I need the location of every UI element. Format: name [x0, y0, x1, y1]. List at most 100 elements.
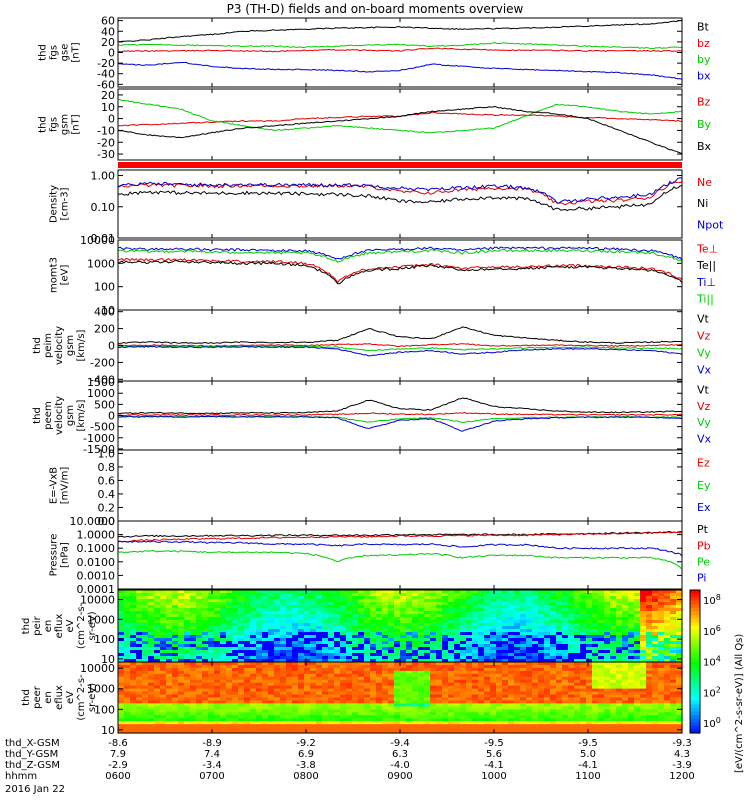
- ephemeris-value: 5.0: [580, 749, 596, 760]
- y-axis-label: fgs: [49, 45, 60, 60]
- chart-title: P3 (TH-D) fields and on-board moments ov…: [227, 2, 524, 16]
- ephemeris-value: 5.6: [486, 749, 502, 760]
- colorbar-cell: [690, 690, 700, 694]
- y-axis-label: thd: [21, 689, 32, 706]
- panel-mom-temp: [118, 240, 682, 310]
- y-axis-label: gse: [60, 44, 71, 62]
- legend-entry: Vy: [697, 416, 711, 429]
- legend-entry: bx: [697, 70, 711, 83]
- panel-density: [118, 170, 682, 238]
- series-line-fgs-gse-0: [118, 20, 682, 41]
- panel-efield: [118, 450, 682, 521]
- spectrogram-peer-spec: [118, 662, 683, 734]
- legend-entry: Vt: [697, 313, 710, 326]
- y-axis-label: [nPa]: [60, 542, 71, 568]
- y-tick-label: 10: [101, 724, 115, 737]
- colorbar-cell: [690, 594, 700, 598]
- y-tick-label: 100: [94, 281, 115, 294]
- legend-entry: Pb: [697, 539, 711, 552]
- colorbar-cell: [690, 726, 700, 730]
- y-tick-label: 0.10: [91, 201, 116, 214]
- colorbar-tick-label: 104: [703, 655, 721, 669]
- colorbar-cell: [690, 722, 700, 726]
- colorbar-tick-exponent: 0: [716, 716, 721, 725]
- y-tick-label: 0: [108, 340, 115, 353]
- legend-entry: By: [697, 118, 712, 131]
- legend-entry: by: [697, 53, 711, 66]
- y-axis-label: gsm: [60, 114, 71, 135]
- ephemeris-value: -9.4: [390, 738, 410, 749]
- y-tick-label: 1.00: [91, 170, 116, 183]
- colorbar-label: [eV/(cm^2-s-sr-eV)] (All Qs): [734, 634, 745, 773]
- y-axis-label: E=-VxB: [49, 467, 60, 504]
- legend-entry: Ey: [697, 479, 711, 492]
- series-line-mom-temp-2: [118, 247, 682, 261]
- y-axis-label: [cm-3]: [60, 187, 71, 220]
- panel-frame: [118, 18, 682, 87]
- legend-entry: Te||: [696, 259, 716, 272]
- colorbar-cell: [690, 687, 700, 691]
- colorbar-cell: [690, 604, 700, 608]
- colorbar-cell: [690, 665, 700, 669]
- colorbar-cell: [690, 601, 700, 605]
- y-tick-label: 0.1000: [77, 542, 116, 555]
- series-line-pressure-2: [118, 551, 682, 570]
- y-axis-label: Pressure: [49, 534, 60, 577]
- y-axis-label: thd: [21, 618, 32, 635]
- y-axis-label: thd: [38, 44, 49, 61]
- ephemeris-value: -8.9: [202, 738, 222, 749]
- colorbar-cell: [690, 644, 700, 648]
- colorbar-cell: [690, 708, 700, 712]
- series-line-fgs-gse-3: [118, 63, 682, 80]
- panel-frame: [118, 450, 682, 521]
- colorbar-cell: [690, 622, 700, 626]
- y-tick-label: 1.0: [98, 447, 116, 460]
- colorbar-cell: [690, 712, 700, 716]
- colorbar-tick-exponent: 8: [716, 593, 721, 602]
- y-axis-label: peir: [32, 615, 43, 635]
- panel-frame: [118, 170, 682, 238]
- colorbar-cell: [690, 679, 700, 683]
- y-tick-label: 0.0010: [77, 569, 116, 582]
- series-line-pressure-3: [118, 541, 682, 556]
- colorbar-cell: [690, 636, 700, 640]
- legend-entry: Pt: [697, 523, 709, 536]
- colorbar-cell: [690, 715, 700, 719]
- legend-entry: Ti⊥: [696, 276, 716, 289]
- legend-entry: Vx: [697, 363, 712, 376]
- legend-entry: Ne: [697, 176, 712, 189]
- legend-entry: Vx: [697, 433, 712, 446]
- y-axis-label: [eV]: [60, 265, 71, 286]
- ephemeris-label: thd_Y-GSM: [5, 749, 58, 760]
- series-line-peem-velocity-0: [118, 398, 682, 414]
- series-line-mom-temp-3: [118, 250, 682, 263]
- colorbar-tick-label: 102: [703, 685, 721, 699]
- y-axis-label: velocity: [54, 326, 65, 365]
- legend-entry: Vy: [697, 346, 711, 359]
- y-axis-label: sr-eV): [87, 683, 98, 712]
- y-tick-label: 0.8: [98, 461, 116, 474]
- panel-fgs-gsm: [118, 89, 682, 160]
- y-axis-label: eflux: [54, 685, 65, 710]
- panel-frame: [118, 89, 682, 160]
- y-axis-label: [nT]: [71, 42, 82, 62]
- y-axis-label: peem: [43, 401, 54, 429]
- colorbar-tick-exponent: 2: [716, 685, 721, 694]
- legend-entry: Bt: [697, 20, 710, 33]
- colorbar-cell: [690, 676, 700, 680]
- colorbar-cell: [690, 672, 700, 676]
- colorbar-cell: [690, 701, 700, 705]
- y-axis-label: velocity: [54, 396, 65, 435]
- colorbar-tick-label: 100: [703, 716, 721, 730]
- y-axis-label: peim: [43, 333, 54, 358]
- colorbar-cell: [690, 704, 700, 708]
- ephemeris-value: 7.4: [204, 749, 220, 760]
- y-axis-label: Density: [49, 185, 60, 223]
- colorbar-tick-label: 106: [703, 624, 721, 638]
- colorbar-cell: [690, 697, 700, 701]
- panel-fgs-gse: [118, 18, 682, 87]
- y-axis-label: [nT]: [71, 114, 82, 134]
- y-axis-label: [km/s]: [76, 399, 87, 431]
- y-tick-label: 200: [94, 323, 115, 336]
